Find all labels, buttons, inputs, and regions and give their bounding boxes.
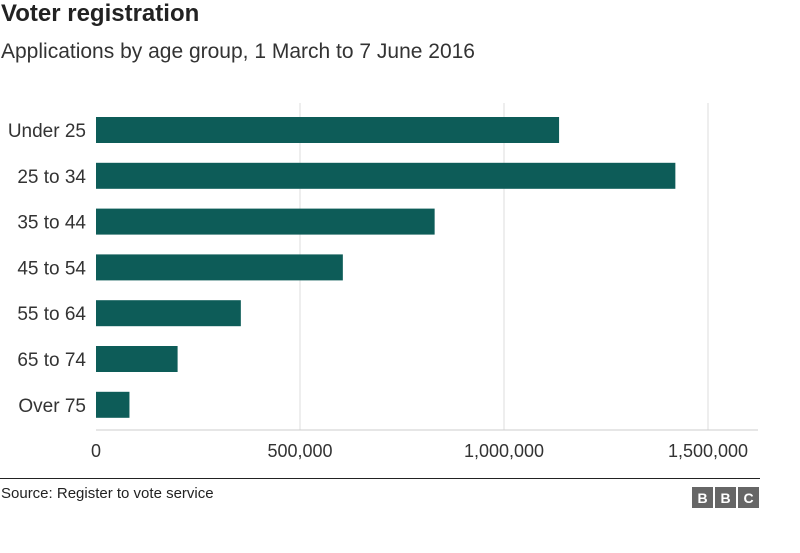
bar bbox=[96, 300, 241, 327]
source-note: Source: Register to vote service bbox=[1, 485, 214, 502]
category-label: 65 to 74 bbox=[17, 350, 86, 371]
bar bbox=[96, 117, 560, 143]
chart-title: Voter registration bbox=[1, 0, 200, 27]
category-label: Over 75 bbox=[18, 396, 86, 417]
category-label: 45 to 54 bbox=[17, 258, 86, 279]
logo-letter-c: C bbox=[738, 487, 759, 508]
bar-chart: Under 25 25 to 34 35 to 44 45 to 54 55 to 64… bbox=[8, 103, 758, 461]
bar bbox=[96, 162, 676, 189]
category-label: 35 to 44 bbox=[17, 213, 86, 234]
bar bbox=[96, 254, 343, 281]
category-label: 55 to 64 bbox=[17, 304, 86, 325]
category-label: Under 25 bbox=[8, 121, 86, 142]
logo-letter-b2: B bbox=[715, 487, 736, 508]
category-label: 25 to 34 bbox=[17, 167, 86, 188]
bar bbox=[96, 346, 178, 372]
logo-letter-b1: B bbox=[692, 487, 713, 508]
x-tick-label: 500,000 bbox=[267, 441, 332, 461]
chart-subtitle: Applications by age group, 1 March to 7 … bbox=[1, 40, 475, 63]
footer-divider bbox=[0, 478, 760, 479]
bar bbox=[96, 391, 130, 418]
bbc-logo: B B C bbox=[692, 487, 759, 508]
x-tick-label: 1,000,000 bbox=[464, 441, 544, 461]
bar bbox=[96, 208, 435, 235]
x-tick-label: 0 bbox=[91, 441, 101, 461]
x-tick-label: 1,500,000 bbox=[668, 441, 748, 461]
